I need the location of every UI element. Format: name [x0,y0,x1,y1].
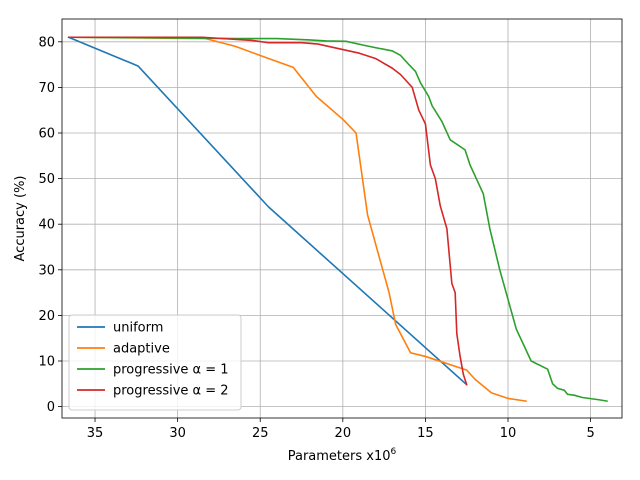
y-tick-label: 50 [38,172,55,187]
y-tick-label: 60 [38,127,55,142]
y-tick-label: 40 [38,218,55,233]
x-tick-label: 35 [87,426,104,441]
y-axis-label: Accuracy (%) [13,176,28,262]
legend-box [68,314,242,411]
x-tick-label: 15 [417,426,434,441]
plot-frame [61,18,623,419]
x-tick-label: 5 [586,426,594,441]
series-line-2 [67,36,608,402]
x-tick-label: 25 [252,426,269,441]
legend: uniform adaptive progressive α = 1 progress… [68,314,242,411]
series-line-0 [67,36,468,386]
series-layer [67,36,608,402]
x-axis-label-text: Parameters x10 [288,449,391,464]
x-tick-label: 30 [169,426,186,441]
series-line-1 [67,36,527,402]
y-tick-label: 20 [38,309,55,324]
y-tick-label: 30 [38,263,55,278]
legend-label-2: progressive α = 1 [113,363,229,378]
x-axis-label-exponent: 6 [391,447,397,457]
x-tick-label: 20 [335,426,352,441]
y-tick-label: 0 [47,400,55,415]
legend-label-0: uniform [113,321,163,336]
legend-label-1: adaptive [113,342,170,357]
y-tick-label: 80 [38,35,55,50]
legend-label-3: progressive α = 2 [113,384,229,399]
y-tick-label: 10 [38,355,55,370]
series-line-3 [67,36,468,386]
x-axis-label: Parameters x106 [288,447,397,464]
y-tick-label: 70 [38,81,55,96]
x-tick-label: 10 [500,426,517,441]
